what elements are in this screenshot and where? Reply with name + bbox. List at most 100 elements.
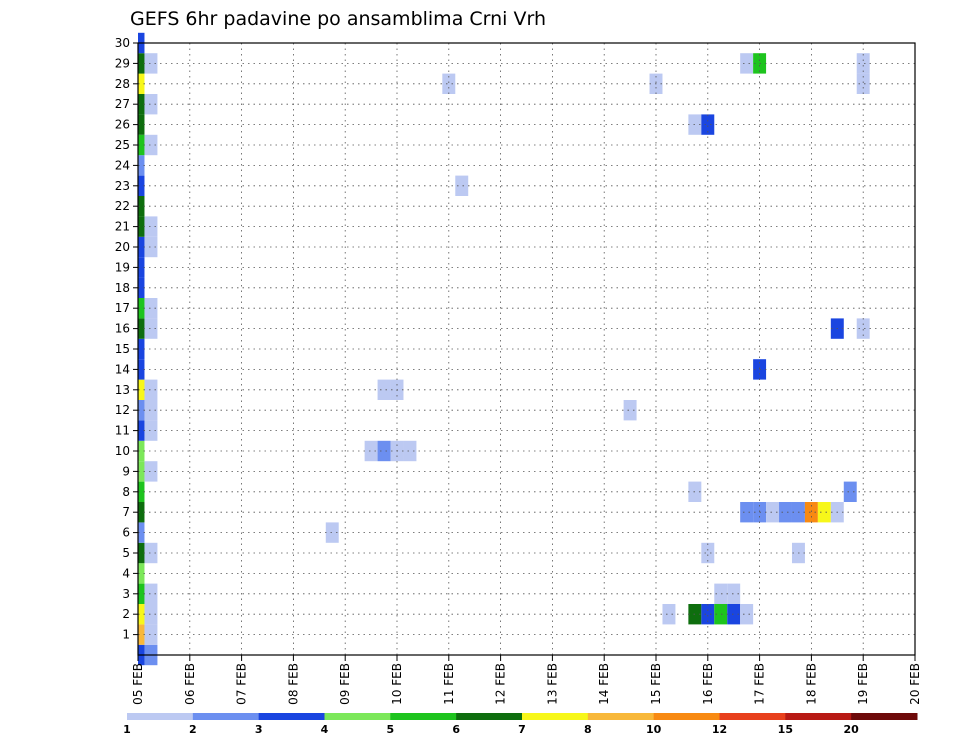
- x-tick-label: 17 FEB: [753, 663, 767, 705]
- y-tick-label: 5: [122, 546, 130, 560]
- x-tick-label: 09 FEB: [338, 663, 352, 705]
- heatmap-cell: [138, 318, 145, 339]
- heatmap-cell: [144, 583, 158, 604]
- x-tick-label: 11 FEB: [442, 663, 456, 705]
- colorbar-swatch: [653, 713, 720, 720]
- y-tick-label: 19: [115, 260, 130, 274]
- y-tick-label: 24: [115, 158, 130, 172]
- heatmap-cell: [138, 175, 145, 196]
- y-tick-label: 17: [115, 301, 130, 315]
- heatmap-cell: [377, 379, 391, 400]
- colorbar-label: 3: [255, 723, 263, 736]
- colorbar-label: 1: [123, 723, 131, 736]
- heatmap-cell: [804, 502, 818, 523]
- heatmap-cell: [701, 604, 715, 625]
- y-tick-label: 22: [115, 199, 130, 213]
- y-tick-label: 2: [122, 607, 130, 621]
- y-tick-label: 4: [122, 566, 130, 580]
- heatmap-cell: [779, 502, 792, 523]
- colorbar-swatch: [192, 713, 260, 720]
- y-tick-label: 13: [115, 383, 130, 397]
- y-tick-label: 18: [115, 281, 130, 295]
- x-tick-label: 08 FEB: [286, 663, 300, 705]
- heatmap-cell: [144, 298, 158, 319]
- heatmap-cell: [138, 114, 145, 135]
- x-tick-label: 14 FEB: [597, 663, 611, 705]
- y-tick-label: 28: [115, 77, 130, 91]
- heatmap-cell: [144, 400, 158, 421]
- heatmap-cell: [144, 318, 158, 339]
- colorbar-swatch: [390, 713, 457, 720]
- heatmap-cell: [442, 73, 456, 94]
- colorbar-swatch: [851, 713, 918, 720]
- heatmap-cell: [144, 420, 158, 441]
- heatmap-cell: [856, 73, 870, 94]
- y-tick-label: 21: [115, 220, 130, 234]
- heatmap-cell: [740, 502, 754, 523]
- heatmap-cell: [138, 134, 145, 156]
- colorbar-label: 20: [844, 723, 860, 736]
- heatmap-cell: [144, 624, 158, 645]
- colorbar-label: 2: [189, 723, 197, 736]
- heatmap-cell: [403, 440, 417, 462]
- colorbar-label: 5: [387, 723, 395, 736]
- colorbar-swatch: [719, 713, 786, 720]
- heatmap-cell: [138, 53, 145, 74]
- heatmap-cell: [662, 604, 676, 625]
- heatmap-cell: [138, 502, 145, 523]
- x-tick-label: 13 FEB: [545, 663, 559, 705]
- heatmap-cell: [138, 604, 145, 625]
- heatmap-cell: [740, 604, 754, 625]
- heatmap-cell: [138, 420, 145, 441]
- heatmap-cell: [138, 155, 145, 176]
- heatmap-cell: [138, 94, 145, 115]
- y-tick-label: 14: [115, 362, 130, 376]
- chart-title: GEFS 6hr padavine po ansamblima Crni Vrh: [130, 8, 546, 30]
- x-tick-label: 07 FEB: [235, 663, 249, 705]
- heatmap-cell: [144, 216, 158, 237]
- y-tick-label: 25: [115, 138, 130, 152]
- heatmap-cell: [144, 379, 158, 400]
- y-axis: 1234567891011121314151617181920212223242…: [115, 36, 138, 642]
- heatmap-cell: [817, 502, 831, 523]
- x-tick-label: 19 FEB: [856, 663, 870, 705]
- y-tick-label: 27: [115, 97, 130, 111]
- heatmap-cell: [138, 196, 145, 217]
- heatmap-cell: [138, 624, 145, 645]
- heatmap-cell: [377, 440, 391, 462]
- y-tick-label: 3: [122, 587, 130, 601]
- heatmap-cell: [138, 338, 145, 360]
- heatmap-cell: [843, 481, 857, 502]
- x-tick-label: 10 FEB: [390, 663, 404, 705]
- heatmap-cell: [138, 461, 145, 482]
- heatmap-cell: [144, 604, 158, 625]
- heatmap-cell: [701, 114, 715, 135]
- heatmap-cell: [714, 583, 728, 604]
- x-tick-label: 18 FEB: [804, 663, 818, 705]
- colorbar-label: 8: [584, 723, 592, 736]
- y-tick-label: 7: [122, 505, 130, 519]
- y-tick-label: 12: [115, 403, 130, 417]
- x-tick-label: 16 FEB: [701, 663, 715, 705]
- heatmap-cell: [727, 583, 741, 604]
- heatmap-cell: [714, 604, 728, 625]
- heatmap-cell: [138, 73, 145, 94]
- heatmap-cell: [701, 542, 715, 564]
- heatmap-cell: [144, 134, 158, 156]
- heatmap-cell: [138, 522, 145, 543]
- heatmap-cell: [144, 542, 158, 564]
- heatmap-cell: [138, 298, 145, 319]
- heatmap-cell: [856, 53, 870, 74]
- heatmap-cell: [138, 277, 145, 298]
- heatmap-cell: [144, 94, 158, 115]
- colorbar-swatch: [587, 713, 655, 720]
- heatmap-cell: [144, 53, 158, 74]
- y-tick-label: 15: [115, 342, 130, 356]
- colorbar-swatch: [258, 713, 325, 720]
- heatmap-cell: [740, 53, 754, 74]
- heatmap-cell: [138, 583, 145, 604]
- colorbar-label: 15: [778, 723, 793, 736]
- y-tick-label: 20: [115, 240, 130, 254]
- heatmap-cell: [138, 563, 145, 584]
